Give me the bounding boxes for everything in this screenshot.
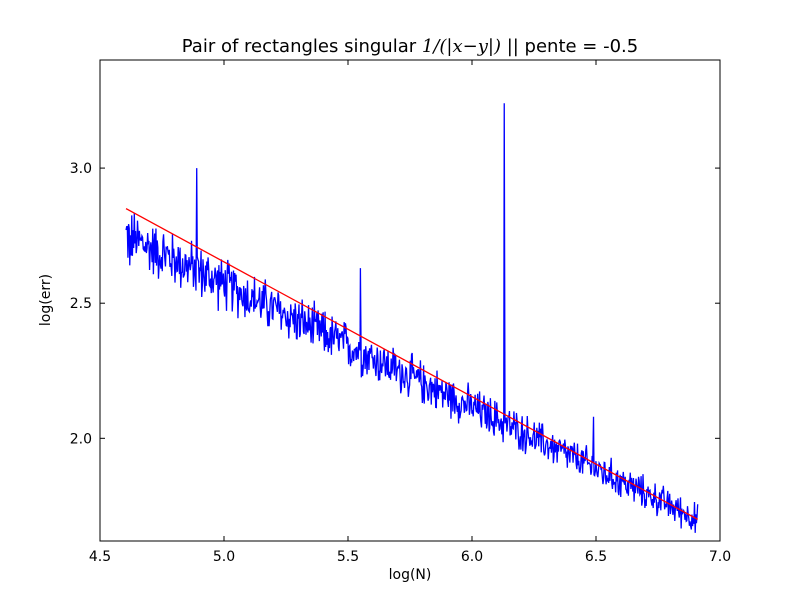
y-tick-label: 2.0 bbox=[70, 431, 92, 447]
y-tick-label: 2.5 bbox=[70, 296, 92, 312]
chart-title-suffix: || pente = -0.5 bbox=[500, 36, 639, 57]
y-axis-label: log(err) bbox=[38, 273, 54, 327]
chart-title-prefix: Pair of rectangles singular bbox=[181, 36, 422, 57]
x-tick-label: 6.0 bbox=[461, 549, 483, 565]
x-tick-label: 5.0 bbox=[213, 549, 235, 565]
x-tick-label: 5.5 bbox=[337, 549, 359, 565]
y-tick-label: 3.0 bbox=[70, 161, 92, 177]
x-tick-label: 4.5 bbox=[89, 549, 111, 565]
plot-frame bbox=[99, 59, 721, 542]
series-line-error bbox=[125, 103, 699, 533]
chart-title: Pair of rectangles singular 1/(|x−y|) ||… bbox=[100, 36, 720, 57]
x-tick-label: 7.0 bbox=[709, 549, 731, 565]
series-line-fit bbox=[125, 208, 698, 520]
chart-title-math: 1/(|x−y|) bbox=[421, 36, 501, 57]
x-axis-label: log(N) bbox=[388, 567, 432, 583]
x-tick-label: 6.5 bbox=[585, 549, 607, 565]
